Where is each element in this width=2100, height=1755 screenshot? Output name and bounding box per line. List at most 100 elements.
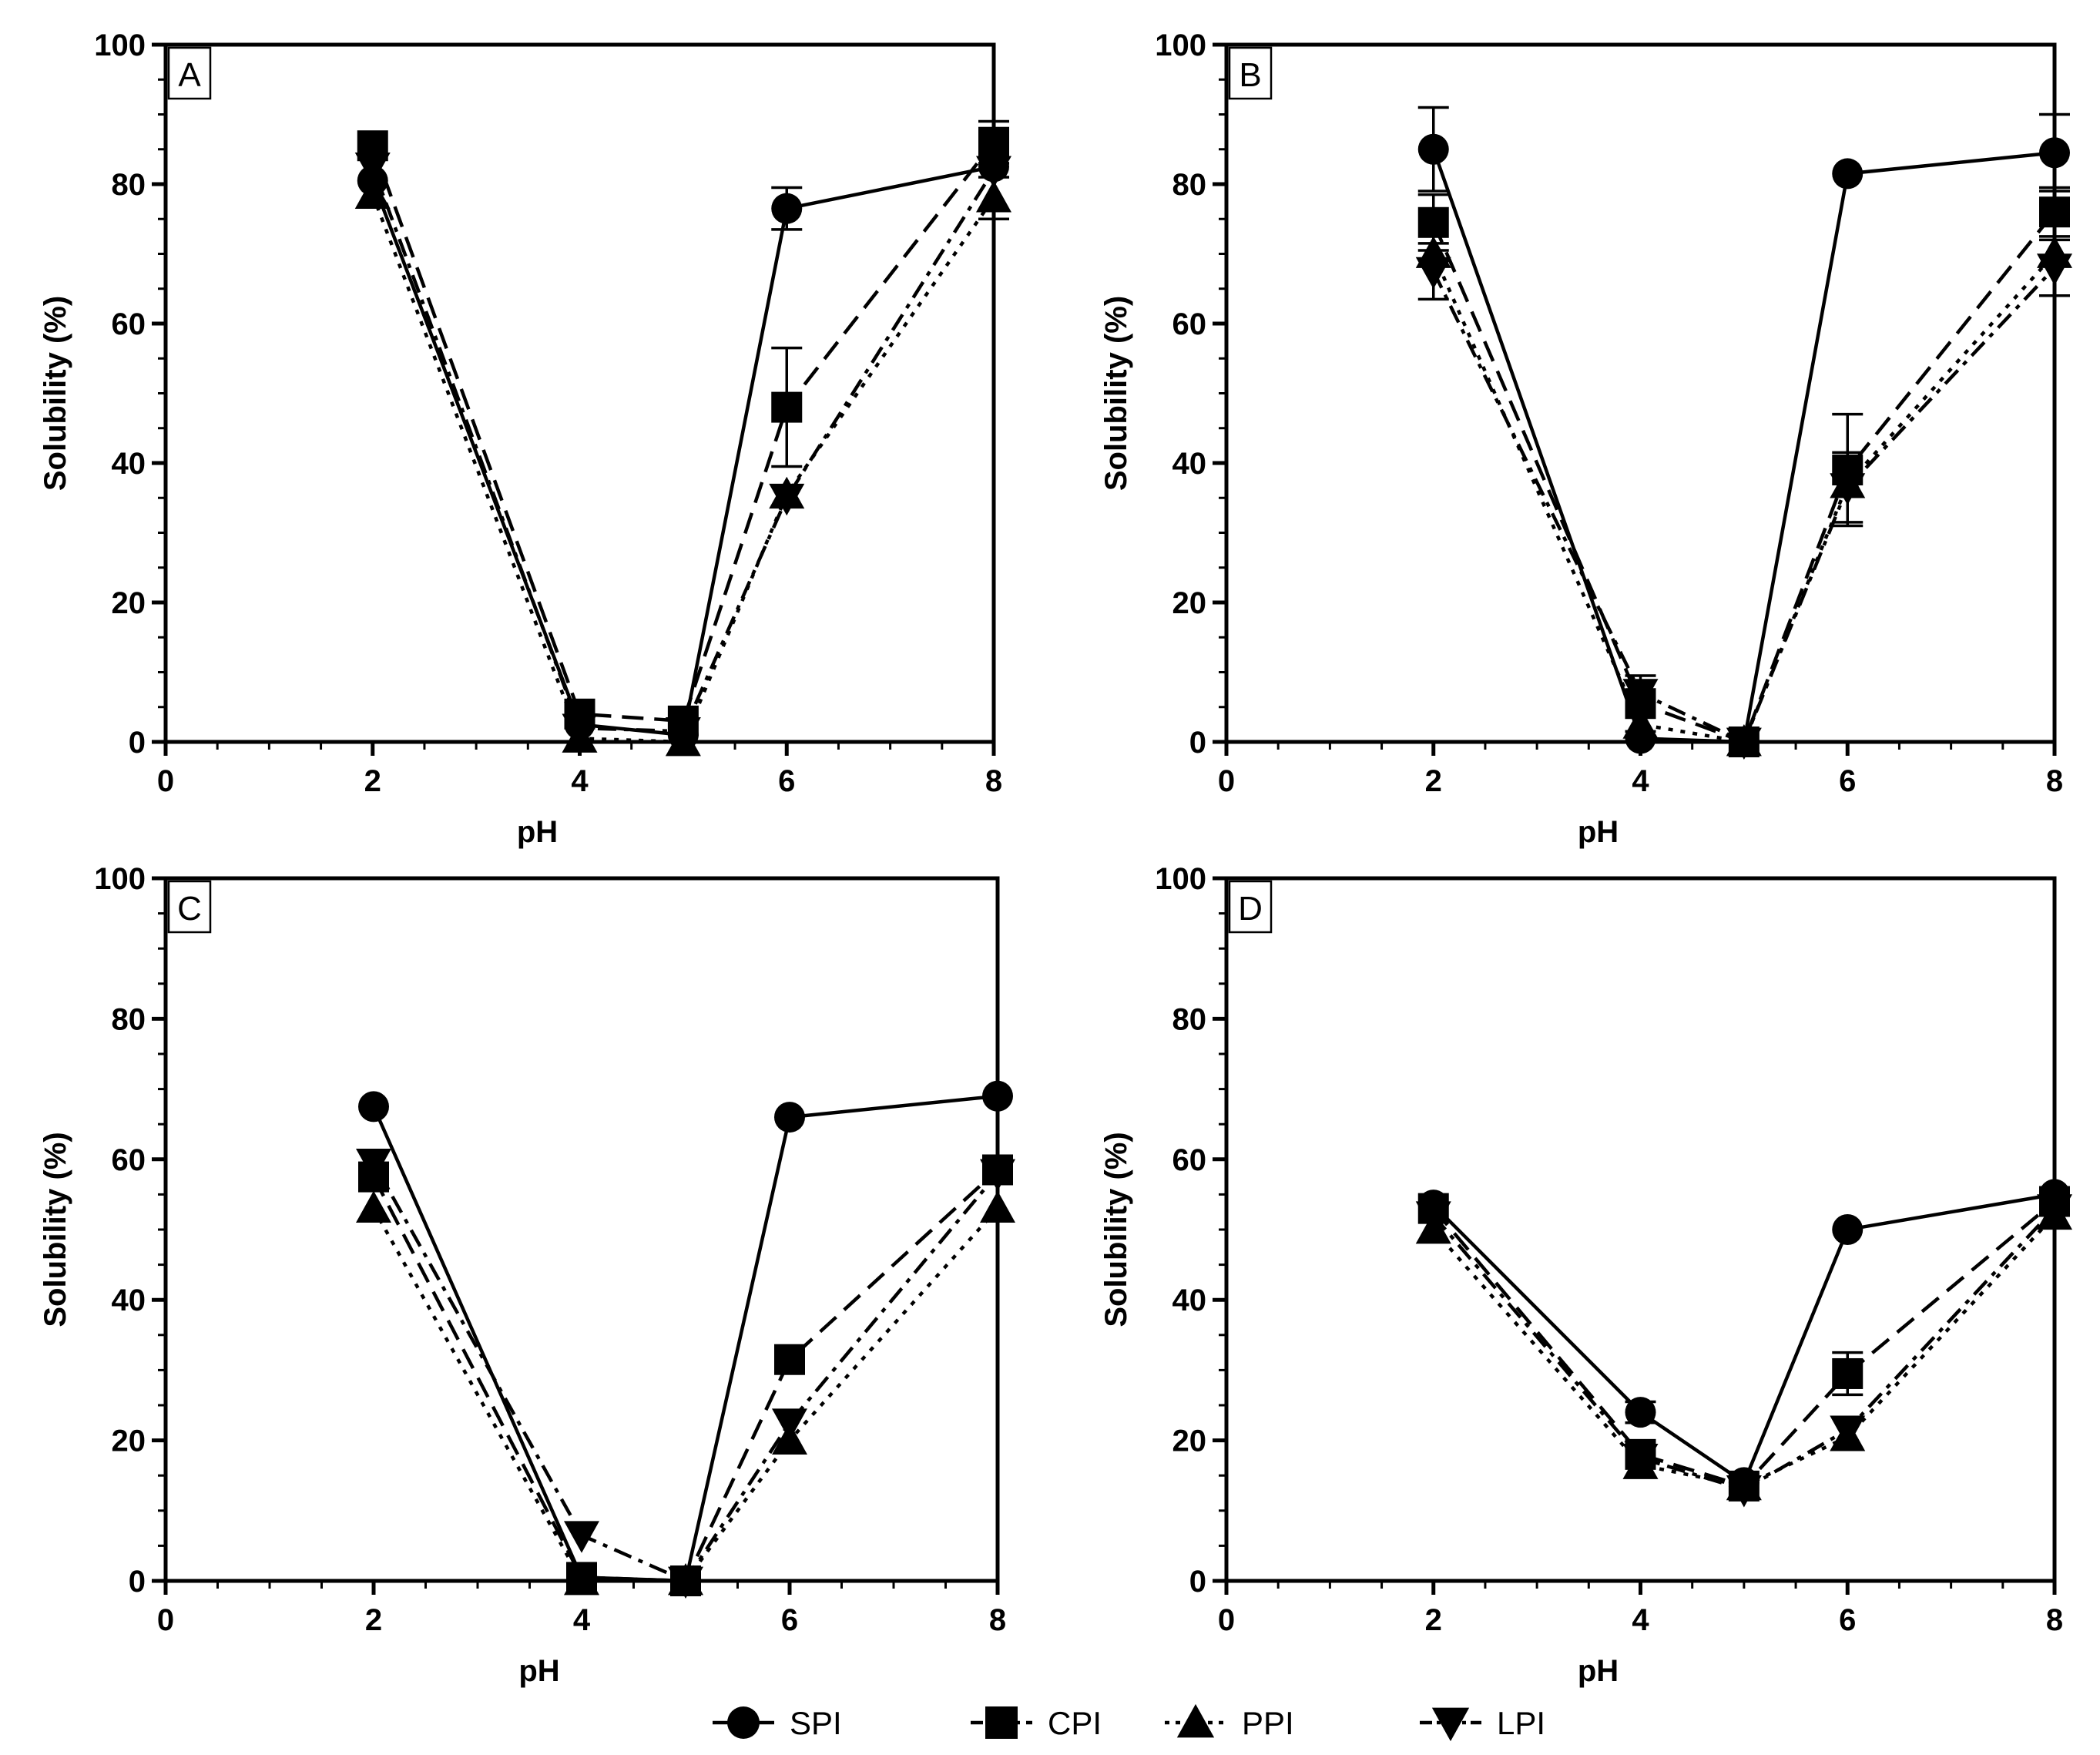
panel-c: 0 20 40 60 80 100 0 2 4 6 8 pH Solubility (%) C	[39, 862, 1015, 1688]
x-tick-label: 2	[364, 764, 381, 798]
y-tick-label: 100	[94, 862, 146, 896]
series-cpi	[357, 119, 1009, 737]
legend-label: CPI	[1048, 1705, 1102, 1741]
y-axis-title: Solubility (%)	[39, 296, 72, 491]
panel-d: 0 20 40 60 80 100 0 2 4 6 8 pH Solubility (%) D	[1099, 862, 2072, 1688]
series-lpi	[356, 1148, 1015, 1599]
series-line	[372, 1168, 999, 1583]
plot-frame	[163, 42, 996, 744]
x-tick-label: 6	[778, 764, 795, 798]
series-spi	[1417, 106, 2070, 757]
panel-letter-box	[1228, 46, 1273, 100]
x-tick-label: 8	[2046, 1603, 2063, 1637]
y-tick-label: 100	[1155, 862, 1206, 896]
x-tick-label: 6	[1839, 764, 1856, 798]
data-point	[774, 1344, 805, 1375]
data-point	[356, 1190, 391, 1223]
data-point	[564, 1563, 599, 1596]
series-line	[1432, 1193, 2055, 1485]
series-spi	[357, 151, 1009, 750]
y-tick-label: 40	[112, 1284, 146, 1317]
data-point	[668, 1566, 703, 1599]
x-tick-label: 4	[573, 1603, 591, 1637]
panel-letter: C	[177, 890, 202, 928]
data-point	[358, 1091, 389, 1122]
x-axis-title: pH	[518, 1654, 559, 1688]
y-tick-label: 0	[129, 726, 146, 760]
y-tick-label: 40	[1172, 447, 1207, 481]
y-tick-label: 80	[112, 168, 146, 202]
x-tick-label: 6	[1839, 1603, 1856, 1637]
data-point	[1830, 473, 1866, 505]
data-point	[2037, 1194, 2072, 1226]
x-tick-label: 0	[1218, 764, 1235, 798]
data-point	[1622, 706, 1659, 739]
x-tick-label: 0	[1218, 1603, 1235, 1637]
x-tick-label: 4	[1632, 1603, 1649, 1637]
panel-letter-box	[167, 46, 212, 100]
legend-marker	[1431, 1707, 1470, 1742]
legend-marker	[727, 1706, 760, 1739]
data-point	[1415, 257, 1451, 290]
y-tick-label: 20	[112, 1424, 146, 1458]
panel-b: 0 20 40 60 80 100 0 2 4 6 8 pH Solubility (%) B	[1099, 29, 2072, 849]
data-point	[774, 1102, 805, 1133]
series-line	[371, 1094, 998, 1583]
panel-letter-box	[167, 880, 212, 934]
y-tick-label: 20	[1172, 1424, 1207, 1458]
series-line	[372, 1207, 999, 1583]
x-axis-title: pH	[1578, 815, 1619, 849]
data-point	[976, 156, 1011, 188]
x-tick-label: 8	[985, 764, 1002, 798]
data-point	[354, 152, 391, 185]
y-tick-label: 60	[1172, 307, 1207, 341]
data-point	[1830, 1415, 1866, 1448]
x-tick-label: 2	[1425, 1603, 1442, 1637]
y-tick-label: 20	[112, 586, 146, 620]
data-point	[980, 1159, 1015, 1192]
series-ppi	[1415, 236, 2072, 757]
legend-item-ppi: PPI	[1165, 1703, 1294, 1741]
x-axis-title: pH	[1578, 1654, 1619, 1688]
data-point	[2039, 196, 2070, 228]
series-lpi	[1415, 1194, 2072, 1508]
y-tick-label: 80	[1172, 168, 1207, 202]
legend-item-lpi: LPI	[1420, 1705, 1545, 1742]
y-tick-label: 60	[112, 1143, 146, 1177]
plot-frame	[1224, 42, 2057, 744]
x-axis-title: pH	[517, 815, 558, 849]
panel-letter-box	[1228, 880, 1273, 934]
series-line	[1431, 267, 2056, 744]
series-lpi	[354, 152, 1011, 750]
x-tick-label: 2	[1425, 764, 1442, 798]
data-point	[1417, 133, 1449, 165]
series-lpi	[1415, 238, 2072, 760]
data-point	[1622, 1444, 1659, 1476]
data-point	[2037, 253, 2072, 286]
y-axis-title: Solubility (%)	[39, 1132, 72, 1327]
data-point	[1726, 727, 1762, 760]
x-tick-label: 8	[2046, 764, 2063, 798]
data-point	[771, 391, 803, 423]
series-ppi	[356, 1190, 1015, 1596]
series-line	[371, 193, 995, 744]
plot-frame	[163, 876, 1000, 1583]
x-tick-label: 4	[571, 764, 589, 798]
series-spi	[1417, 1179, 2070, 1498]
data-point	[1832, 158, 1863, 190]
data-point	[982, 1080, 1013, 1112]
series-line	[1432, 1207, 2056, 1492]
y-tick-label: 40	[1172, 1284, 1207, 1317]
data-point	[976, 180, 1011, 213]
y-axis-title: Solubility (%)	[1099, 296, 1133, 491]
data-point	[1726, 1475, 1762, 1508]
y-tick-label: 60	[1172, 1143, 1207, 1177]
data-point	[980, 1190, 1015, 1223]
legend-marker	[985, 1706, 1018, 1739]
data-point	[771, 193, 803, 224]
x-tick-label: 2	[365, 1603, 382, 1637]
legend-label: PPI	[1242, 1705, 1294, 1741]
y-tick-label: 40	[112, 447, 146, 481]
legend: SPI CPI PPI LPI	[713, 1703, 1545, 1742]
